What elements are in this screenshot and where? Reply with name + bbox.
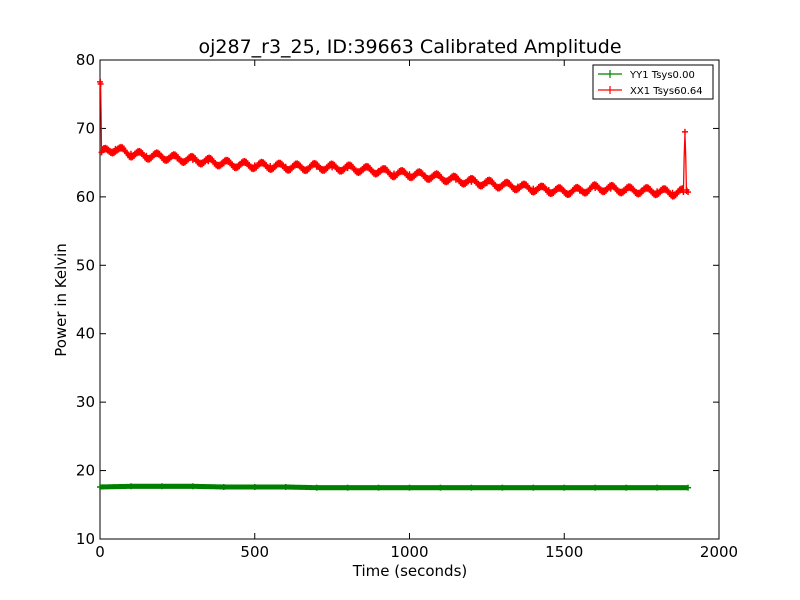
data-point — [530, 484, 537, 491]
x-tick-label: 1500 — [545, 543, 583, 561]
legend-label: XX1 Tsys60.64 — [630, 86, 703, 97]
series-1 — [97, 483, 692, 491]
legend-entry: XX1 Tsys60.64 — [598, 86, 703, 97]
data-point — [452, 176, 459, 183]
x-tick-label: 1000 — [390, 543, 428, 561]
legend-box — [592, 64, 714, 100]
data-point — [97, 483, 103, 490]
y-tick-label: 70 — [76, 119, 95, 137]
y-tick-label: 10 — [76, 530, 95, 548]
series-2 — [97, 78, 692, 200]
data-point — [127, 483, 134, 490]
legend: YY1 Tsys0.00 XX1 Tsys60.64 — [592, 64, 714, 100]
data-point — [561, 484, 568, 491]
data-point — [685, 484, 692, 491]
series-group — [97, 78, 692, 491]
data-point — [561, 188, 568, 195]
data-point — [220, 483, 227, 490]
y-tick-label: 40 — [76, 325, 95, 343]
data-point — [468, 178, 475, 185]
data-point — [468, 484, 475, 491]
data-point — [545, 187, 552, 194]
y-tick-label: 20 — [76, 462, 95, 480]
y-tick-label: 60 — [76, 188, 95, 206]
data-point — [638, 187, 645, 194]
x-tick-label: 2000 — [700, 543, 738, 561]
y-tick-label: 30 — [76, 393, 95, 411]
data-point — [681, 128, 688, 135]
data-point — [607, 185, 614, 192]
data-point — [483, 180, 490, 187]
y-axis-label: Power in Kelvin — [52, 243, 70, 357]
plot-area — [99, 59, 720, 540]
data-point — [421, 172, 428, 179]
data-point — [685, 189, 692, 196]
data-point — [174, 155, 181, 162]
data-point — [220, 160, 227, 167]
data-point — [669, 189, 676, 196]
data-point — [499, 484, 506, 491]
data-point — [375, 167, 382, 174]
data-point — [499, 182, 506, 189]
data-point — [98, 149, 105, 156]
data-point — [623, 484, 630, 491]
data-point — [313, 484, 320, 491]
data-point — [360, 166, 367, 173]
data-point — [406, 484, 413, 491]
data-point — [406, 171, 413, 178]
data-point — [143, 152, 150, 159]
data-point — [313, 163, 320, 170]
data-point — [514, 183, 521, 190]
data-point — [97, 80, 104, 87]
data-point — [236, 161, 243, 168]
data-point — [329, 164, 336, 171]
data-point — [344, 165, 351, 172]
data-point — [375, 484, 382, 491]
x-tick-label: 500 — [240, 543, 269, 561]
data-point — [391, 170, 398, 177]
data-point — [189, 156, 196, 163]
data-point — [437, 484, 444, 491]
data-point — [592, 484, 599, 491]
data-point — [344, 484, 351, 491]
axis-ticks: 0 500 1000 1500 2000 10 20 30 40 50 60 70 80 — [76, 51, 738, 561]
data-point — [205, 158, 212, 165]
x-axis-label: Time (seconds) — [352, 562, 468, 580]
x-tick-label: 0 — [95, 543, 105, 561]
data-point — [282, 163, 289, 170]
series-line — [99, 78, 688, 200]
y-tick-label: 80 — [76, 51, 95, 69]
series-line — [99, 483, 689, 491]
data-point — [437, 174, 444, 181]
data-point — [127, 150, 134, 157]
data-point — [654, 484, 661, 491]
data-point — [282, 483, 289, 490]
data-point — [592, 184, 599, 191]
data-point — [158, 483, 165, 490]
data-point — [189, 483, 196, 490]
data-point — [112, 145, 119, 152]
data-point — [251, 162, 258, 169]
data-point — [623, 187, 630, 194]
data-point — [251, 483, 258, 490]
data-point — [158, 153, 165, 160]
data-point — [654, 188, 661, 195]
data-point — [530, 185, 537, 192]
y-tick-label: 50 — [76, 256, 95, 274]
chart-title: oj287_r3_25, ID:39663 Calibrated Amplitu… — [198, 36, 621, 58]
legend-label: YY1 Tsys0.00 — [629, 70, 695, 81]
data-point — [576, 187, 583, 194]
legend-entry: YY1 Tsys0.00 — [598, 70, 695, 81]
data-point — [267, 163, 274, 170]
data-point — [298, 164, 305, 171]
